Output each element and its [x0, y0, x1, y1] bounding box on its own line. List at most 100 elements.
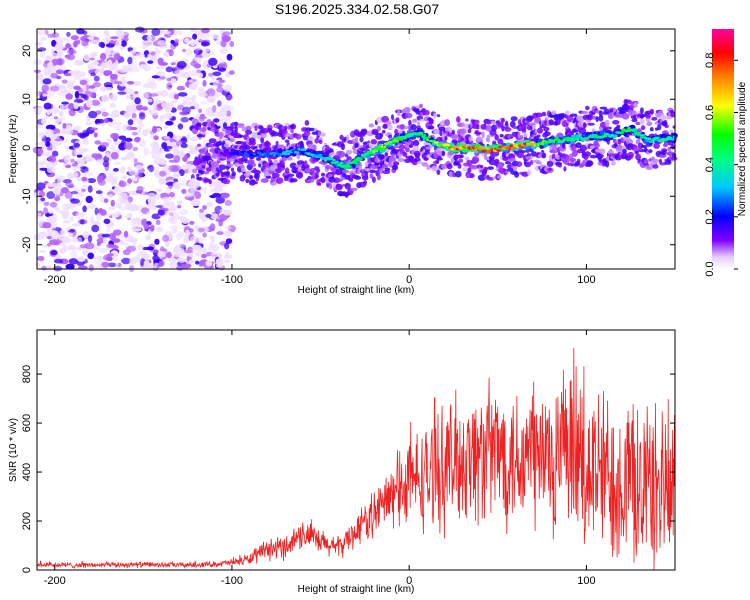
ridge-halo [290, 123, 296, 130]
ridge-core [383, 145, 387, 148]
noise-blob [34, 106, 43, 115]
noise-blob [197, 86, 205, 93]
noise-blob [120, 76, 126, 80]
noise-blob [68, 232, 73, 237]
noise-blob [74, 171, 79, 179]
ridge-halo [554, 119, 561, 126]
noise-blob [143, 147, 150, 156]
noise-blob [152, 145, 160, 153]
noise-blob [165, 66, 173, 73]
ridge-halo [421, 162, 429, 167]
x-tick-label: 100 [577, 575, 595, 587]
ridge-halo [439, 147, 445, 152]
noise-blob [91, 61, 99, 66]
noise-blob [47, 33, 56, 38]
noise-blob [101, 94, 109, 103]
noise-blob [158, 157, 165, 163]
noise-blob [39, 51, 46, 59]
noise-blob [43, 114, 49, 122]
noise-blob [218, 63, 226, 68]
noise-blob [133, 158, 138, 164]
ridge-halo [306, 179, 315, 183]
noise-blob [88, 85, 96, 89]
noise-blob [37, 256, 45, 261]
ridge-halo [314, 174, 320, 179]
ridge-halo [222, 122, 228, 129]
noise-blob [96, 213, 102, 221]
noise-blob [90, 72, 97, 77]
ridge-halo [405, 147, 410, 153]
noise-blob [85, 157, 95, 162]
noise-blob [190, 235, 199, 243]
ridge-halo [316, 168, 321, 173]
ridge-halo [260, 132, 267, 139]
ridge-halo [217, 169, 223, 174]
noise-blob [104, 86, 113, 91]
noise-blob [106, 226, 111, 233]
ridge-core [625, 129, 630, 133]
ridge-core [529, 141, 536, 144]
ridge-halo [670, 111, 676, 118]
noise-blob [66, 31, 71, 37]
ridge-halo [504, 170, 509, 175]
noise-blob [70, 250, 78, 258]
colorbar: 0.0 0.2 0.4 0.6 0.8 Normalized spectral ampl… [704, 29, 748, 277]
noise-blob [113, 53, 121, 61]
noise-blob [65, 93, 73, 100]
noise-blob [205, 213, 212, 218]
noise-blob [41, 36, 48, 41]
noise-blob [170, 62, 176, 66]
ridge-halo [251, 131, 259, 139]
ridge-halo [551, 110, 557, 116]
noise-blob [38, 161, 48, 165]
noise-blob [54, 206, 60, 211]
ridge-halo [369, 173, 374, 179]
ridge-core [317, 153, 323, 157]
noise-blob [38, 249, 47, 253]
ridge-halo [379, 132, 384, 137]
noise-blob [56, 210, 65, 213]
colorbar-tick-label: 0.6 [704, 105, 716, 120]
ridge-core [509, 144, 513, 147]
noise-blob [88, 33, 96, 38]
ridge-halo [417, 121, 421, 126]
noise-blob [82, 205, 87, 213]
ridge-halo [196, 122, 202, 127]
noise-blob [208, 57, 218, 66]
ridge-halo [208, 179, 212, 185]
ridge-halo [651, 158, 660, 163]
x-tick-label: -100 [221, 274, 243, 286]
noise-blob [55, 69, 65, 75]
noise-blob [36, 182, 46, 190]
ridge-halo [314, 171, 319, 176]
noise-blob [72, 165, 77, 171]
ridge-core [427, 136, 431, 139]
noise-blob [51, 213, 58, 221]
ridge-halo [499, 134, 504, 138]
ridge-halo [535, 112, 543, 118]
noise-blob [181, 99, 188, 106]
ridge-core [602, 135, 607, 138]
noise-blob [107, 262, 117, 268]
noise-blob [109, 232, 114, 241]
noise-blob [145, 234, 152, 241]
noise-blob [129, 107, 138, 114]
ridge-halo [284, 139, 290, 143]
noise-blob [76, 158, 85, 165]
ridge-halo [599, 106, 608, 110]
noise-blob [182, 48, 187, 53]
ridge-core [574, 136, 579, 139]
noise-blob [109, 65, 115, 72]
ridge-halo [371, 176, 376, 183]
noise-blob [114, 81, 123, 85]
ridge-halo [303, 160, 308, 167]
ridge-halo [413, 139, 420, 147]
noise-blob [186, 133, 191, 139]
noise-blob [57, 118, 64, 123]
ridge-core [372, 150, 376, 153]
noise-blob [46, 110, 51, 116]
noise-blob [71, 223, 81, 227]
ridge-core [359, 157, 363, 160]
ridge-halo [605, 160, 610, 168]
noise-blob [146, 246, 154, 251]
